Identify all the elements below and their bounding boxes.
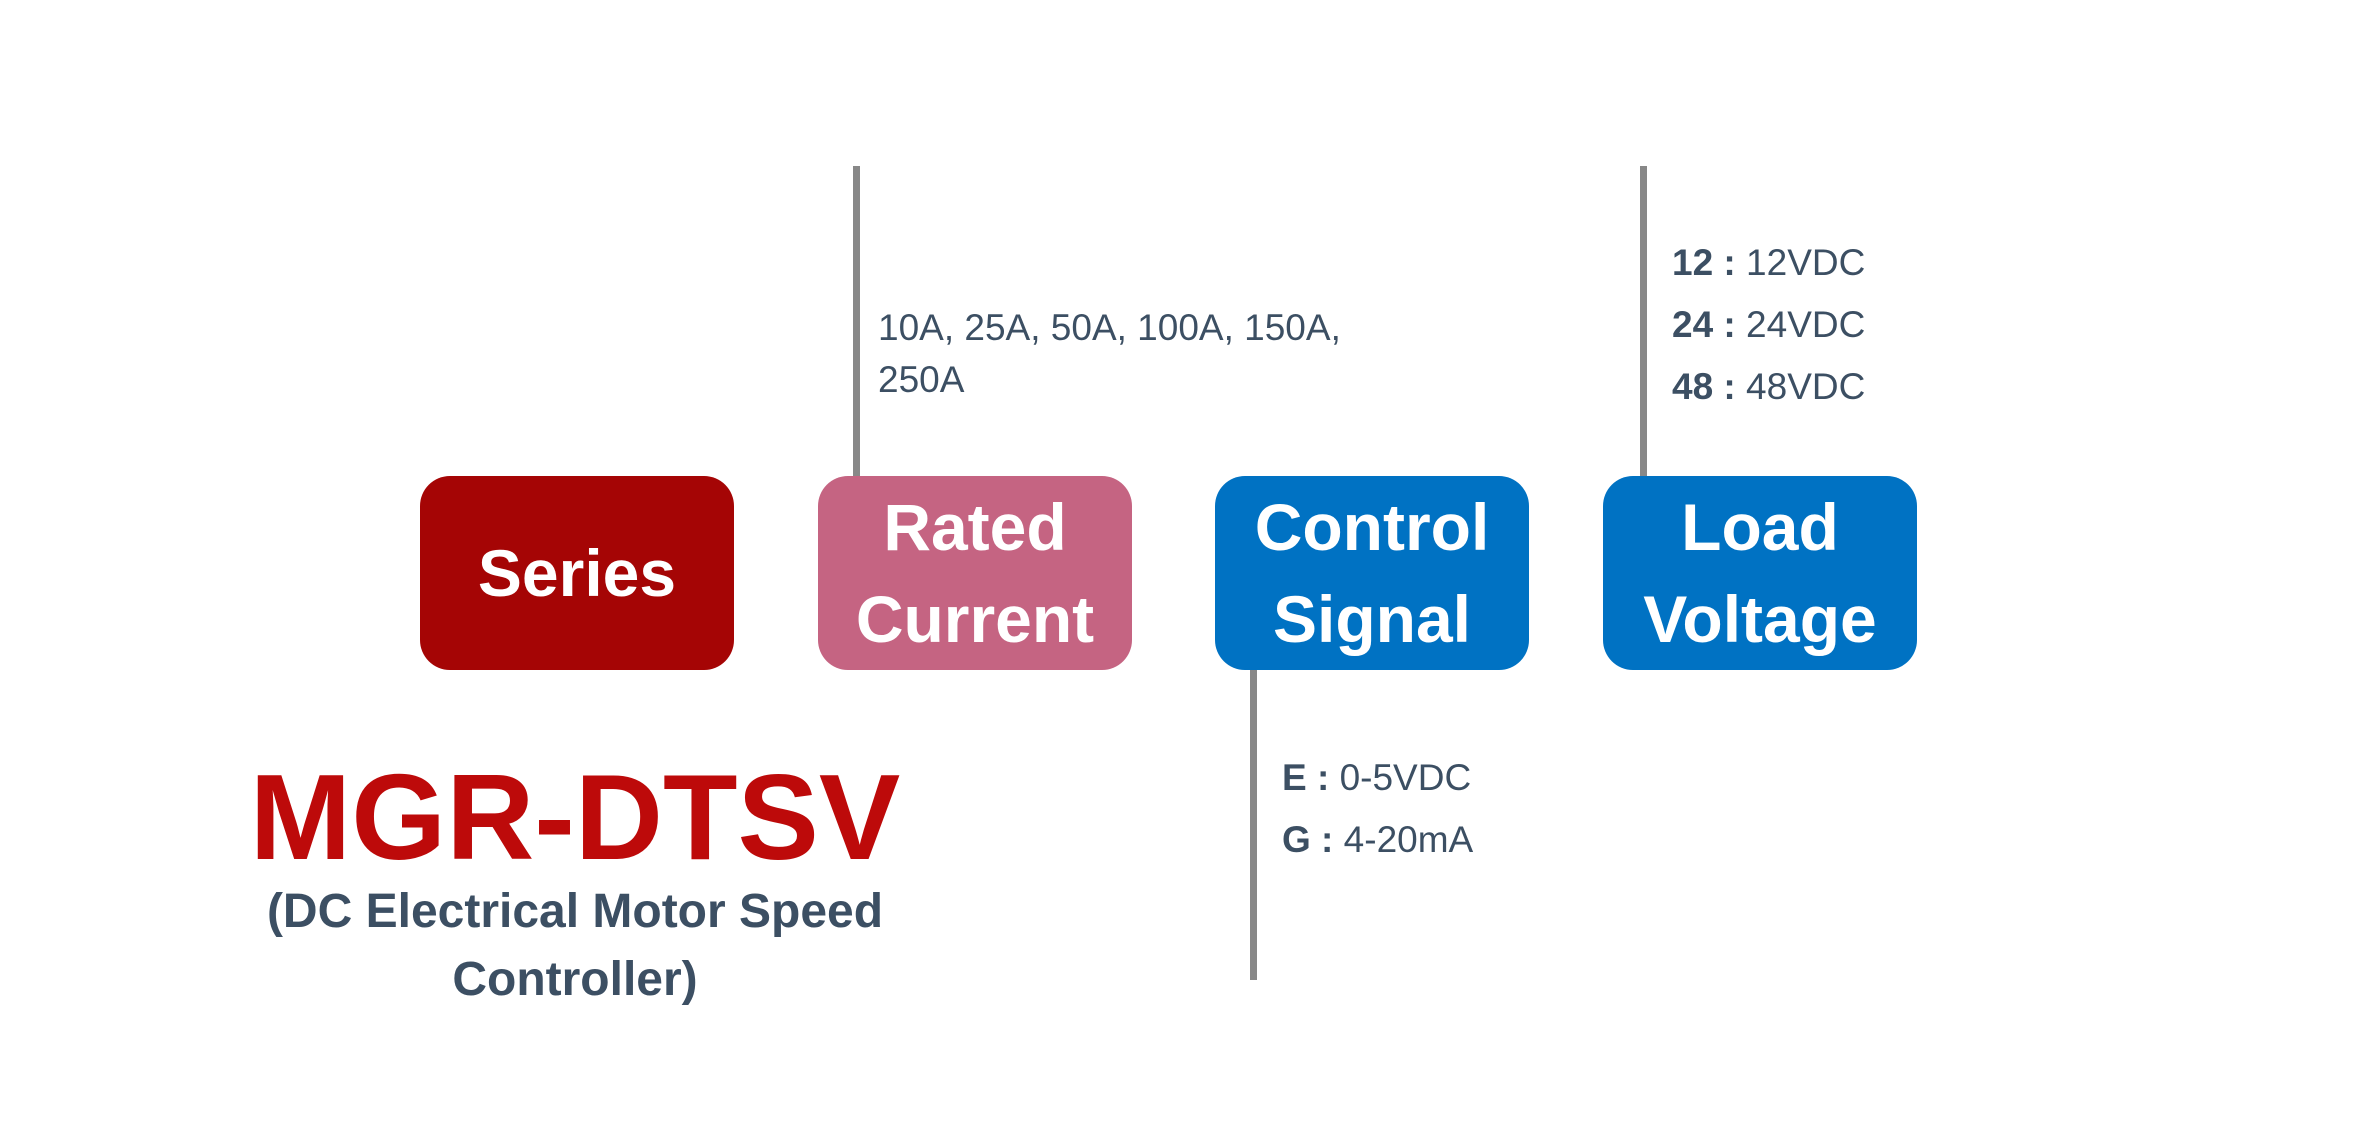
rated-current-box-label-line1: Rated — [883, 490, 1067, 564]
control-signal-options: E : 0-5VDC G : 4-20mA — [1282, 747, 1473, 871]
rated-current-box: Rated Current — [818, 476, 1132, 670]
series-box-label: Series — [477, 536, 677, 610]
load-voltage-connector-line — [1640, 166, 1647, 478]
model-name: MGR-DTSV — [249, 749, 901, 885]
option-value: 24VDC — [1746, 304, 1866, 345]
load-voltage-box: Load Voltage — [1603, 476, 1917, 670]
option-value: 0-5VDC — [1339, 757, 1472, 798]
control-signal-box-label-line1: Control — [1254, 490, 1490, 564]
load-voltage-option: 12 : 12VDC — [1672, 232, 1865, 294]
control-signal-option: G : 4-20mA — [1282, 809, 1473, 871]
option-value: 4-20mA — [1343, 819, 1474, 860]
option-value: 12VDC — [1746, 242, 1866, 283]
rated-current-options: 10A, 25A, 50A, 100A, 150A, 250A — [878, 307, 1341, 400]
model-description: (DC Electrical Motor Speed Controller) — [266, 885, 884, 1006]
option-code: 48 : — [1672, 366, 1736, 407]
control-signal-option: E : 0-5VDC — [1282, 747, 1473, 809]
rated-current-box-label-line2: Current — [855, 582, 1095, 656]
load-voltage-options: 12 : 12VDC 24 : 24VDC 48 : 48VDC — [1672, 232, 1865, 418]
option-value: 48VDC — [1746, 366, 1866, 407]
load-voltage-option: 48 : 48VDC — [1672, 356, 1865, 418]
option-code: 12 : — [1672, 242, 1736, 283]
option-code: 24 : — [1672, 304, 1736, 345]
load-voltage-box-label-line2: Voltage — [1643, 582, 1877, 656]
control-signal-connector-line — [1250, 668, 1257, 980]
rated-current-connector-line — [853, 166, 860, 478]
option-code: G : — [1282, 819, 1334, 860]
control-signal-box: Control Signal — [1215, 476, 1529, 670]
option-code: E : — [1282, 757, 1330, 798]
series-box: Series — [420, 476, 734, 670]
load-voltage-option: 24 : 24VDC — [1672, 294, 1865, 356]
control-signal-box-label-line2: Signal — [1272, 582, 1472, 656]
load-voltage-box-label-line1: Load — [1681, 490, 1839, 564]
